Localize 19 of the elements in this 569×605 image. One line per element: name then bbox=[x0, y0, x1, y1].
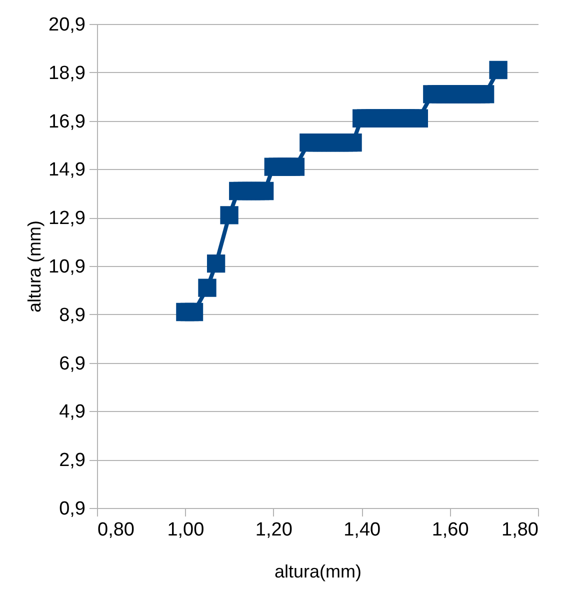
y-tick-label: 6,9 bbox=[59, 353, 86, 374]
y-tick-label: 2,9 bbox=[59, 450, 86, 472]
x-axis-title: altura(mm) bbox=[274, 562, 362, 582]
x-tick-label: 1,80 bbox=[502, 520, 538, 540]
x-tick-label: 1,20 bbox=[255, 520, 292, 540]
x-tick-label: 0,80 bbox=[98, 520, 134, 540]
y-tick-label: 16,9 bbox=[48, 111, 86, 132]
y-axis-title: altura (mm) bbox=[24, 220, 45, 313]
x-tick-label: 1,60 bbox=[432, 520, 469, 540]
x-tick-label: 1,40 bbox=[344, 520, 381, 540]
y-tick-label: 18,9 bbox=[48, 62, 86, 84]
x-tick-label: 1,00 bbox=[167, 520, 204, 540]
y-tick-label: 0,9 bbox=[59, 498, 86, 520]
y-tick-label: 14,9 bbox=[48, 160, 86, 181]
y-tick-label: 20,9 bbox=[48, 14, 86, 36]
y-tick-label: 12,9 bbox=[48, 208, 86, 230]
y-tick-label: 10,9 bbox=[48, 256, 86, 278]
y-tick-label: 4,9 bbox=[59, 402, 86, 423]
y-tick-label: 8,9 bbox=[59, 304, 86, 326]
